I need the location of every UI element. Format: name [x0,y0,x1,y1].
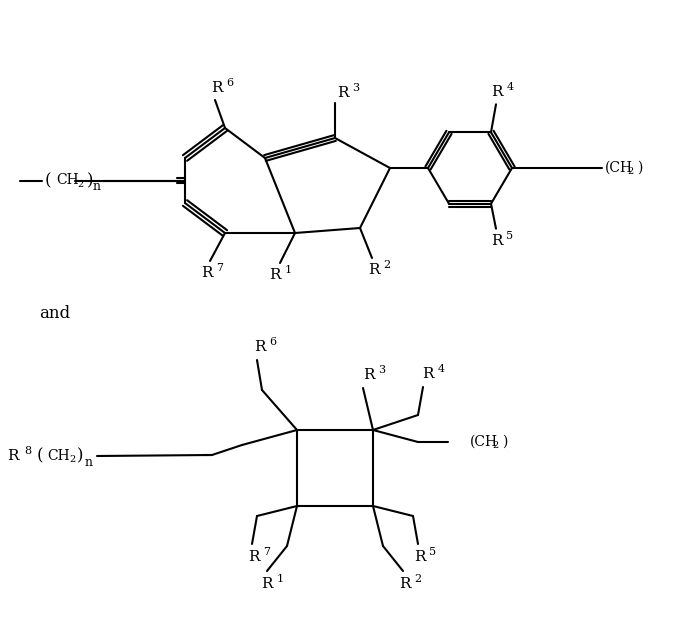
Text: R: R [7,449,19,463]
Text: R: R [363,368,375,382]
Text: (: ( [44,172,51,189]
Text: R: R [211,81,223,95]
Text: 8: 8 [24,446,32,456]
Text: 2: 2 [384,260,390,270]
Text: R: R [254,340,266,354]
Text: R: R [399,577,411,591]
Text: (CH: (CH [605,161,633,175]
Text: CH: CH [48,449,70,463]
Text: 2: 2 [627,167,633,176]
Text: R: R [201,266,213,280]
Text: and: and [40,305,71,322]
Text: R: R [248,550,260,564]
Text: 6: 6 [226,78,234,88]
Text: 2: 2 [69,455,75,464]
Text: 2: 2 [492,442,498,451]
Text: R: R [261,577,273,591]
Text: 4: 4 [507,82,513,93]
Text: R: R [491,233,503,248]
Text: ): ) [87,172,94,189]
Text: CH: CH [57,174,79,188]
Text: 2: 2 [78,180,84,189]
Text: ): ) [637,161,642,175]
Text: 5: 5 [429,547,437,557]
Text: R: R [422,367,434,381]
Text: 3: 3 [353,83,359,93]
Text: 1: 1 [285,265,291,275]
Text: R: R [415,550,426,564]
Text: 1: 1 [277,574,283,584]
Text: (: ( [37,448,43,464]
Text: n: n [85,455,93,469]
Text: R: R [269,268,281,282]
Text: 7: 7 [217,263,223,273]
Text: R: R [337,86,349,100]
Text: 5: 5 [507,231,513,240]
Text: ): ) [502,435,507,449]
Text: 3: 3 [378,365,386,375]
Text: 7: 7 [264,547,271,557]
Text: R: R [368,263,380,277]
Text: 4: 4 [437,364,445,374]
Text: 2: 2 [415,574,421,584]
Text: ): ) [77,448,83,464]
Text: R: R [491,86,503,99]
Text: 6: 6 [269,337,277,347]
Text: n: n [93,180,101,193]
Text: (CH: (CH [470,435,498,449]
